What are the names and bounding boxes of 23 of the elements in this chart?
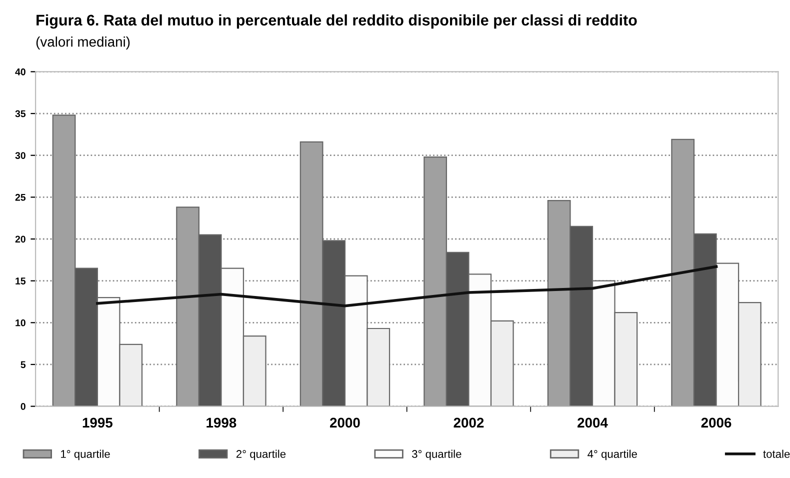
legend-label: 3° quartile — [412, 450, 462, 460]
y-tick-label: 35 — [15, 110, 26, 118]
y-tick-label: 30 — [15, 152, 26, 159]
x-tick-label: 1998 — [206, 418, 236, 428]
chart-subtitle: (valori mediani) — [36, 36, 130, 50]
chart-title: Figura 6. Rata del mutuo in percentuale del reddito disponibile per classi di reddito — [36, 14, 637, 29]
line-series — [96, 265, 718, 308]
legend-label: totale — [763, 450, 790, 458]
y-tick-label: 15 — [16, 278, 26, 284]
legend-label: 2° quartile — [236, 450, 286, 460]
x-tick-label: 1995 — [82, 418, 112, 428]
y-tick-label: 25 — [15, 194, 26, 201]
y-tick-label: 5 — [20, 361, 26, 368]
x-tick-label: 2000 — [330, 418, 360, 428]
x-tick-label: 2002 — [454, 418, 484, 428]
legend-label: 1° quartile — [61, 450, 110, 460]
y-tick-label: 20 — [15, 236, 26, 243]
y-tick-label: 40 — [15, 68, 26, 76]
y-tick-label: 0 — [20, 403, 26, 410]
x-tick-label: 2004 — [578, 418, 608, 428]
legend-label: 4° quartile — [588, 450, 637, 460]
y-tick-label: 10 — [16, 319, 26, 326]
x-tick-label: 2006 — [701, 418, 732, 428]
